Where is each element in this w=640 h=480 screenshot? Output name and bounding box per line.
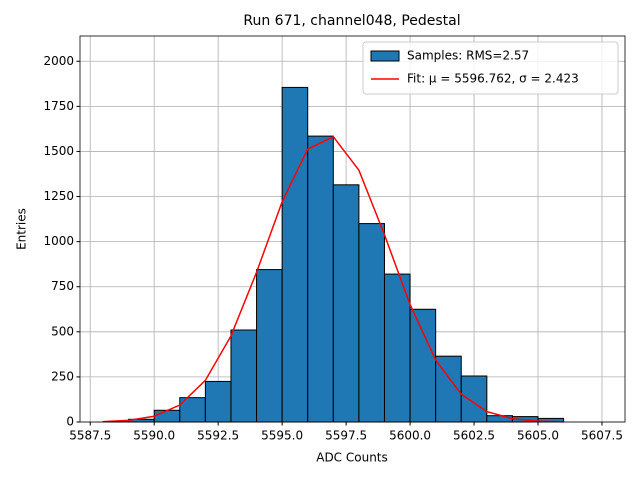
y-tick-label: 250 <box>51 369 74 383</box>
legend-patch <box>370 50 400 62</box>
x-tick-label: 5597.5 <box>325 429 367 443</box>
chart-title: Run 671, channel048, Pedestal <box>243 13 460 29</box>
x-tick-label: 5590.0 <box>133 429 175 443</box>
x-tick-label: 5602.5 <box>453 429 495 443</box>
fit-line <box>102 135 564 423</box>
x-tick-label: 5592.5 <box>197 429 239 443</box>
y-tick-label: 0 <box>66 415 74 429</box>
legend-label: Fit: μ = 5596.762, σ = 2.423 <box>407 72 579 86</box>
bar <box>486 415 513 423</box>
axes-frame <box>79 35 626 423</box>
y-tick-label: 1750 <box>43 99 74 113</box>
x-tick-label: 5595.0 <box>261 429 303 443</box>
bar <box>281 86 309 423</box>
bar <box>409 308 437 423</box>
bar <box>204 380 232 423</box>
bar <box>307 135 334 423</box>
y-tick-label: 1500 <box>43 144 74 158</box>
x-axis-label: ADC Counts <box>316 451 388 465</box>
bar <box>256 269 283 423</box>
y-tick-label: 1000 <box>43 234 74 248</box>
y-tick-label: 750 <box>51 279 74 293</box>
x-tick-label: 5605.0 <box>517 429 559 443</box>
bar <box>358 223 385 423</box>
y-tick-label: 2000 <box>43 54 74 68</box>
x-tick-label: 5607.5 <box>581 429 623 443</box>
y-tick-label: 1250 <box>43 189 74 203</box>
legend-box <box>362 41 619 95</box>
bar <box>153 409 181 423</box>
y-tick-label: 500 <box>51 324 74 338</box>
y-axis-label: Entries <box>15 208 29 250</box>
bar <box>460 375 488 423</box>
bar <box>383 273 411 423</box>
legend-label: Samples: RMS=2.57 <box>407 49 529 63</box>
x-tick-label: 5587.5 <box>69 429 111 443</box>
x-tick-label: 5600.0 <box>389 429 431 443</box>
bar <box>332 184 360 423</box>
bar <box>230 329 258 423</box>
